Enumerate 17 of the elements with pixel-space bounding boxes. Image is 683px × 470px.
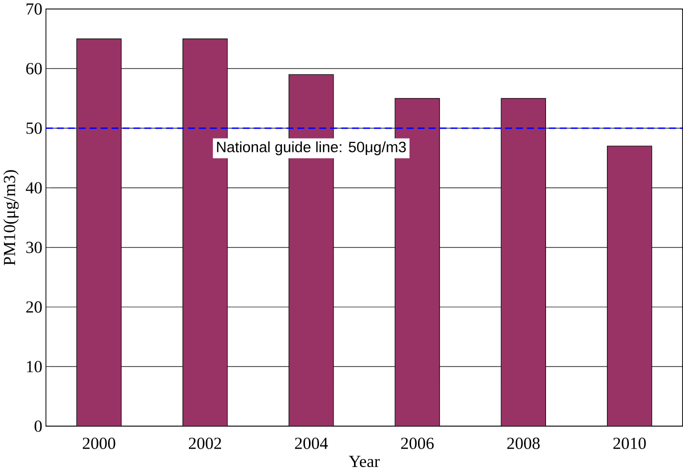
x-tick-label: 2008: [507, 437, 540, 449]
y-tick-label: 0: [34, 420, 42, 432]
ref-line-label: National guide line: 50μg/m3: [217, 141, 406, 156]
y-tick-label: 70: [26, 3, 42, 15]
y-tick-label: 60: [26, 62, 42, 74]
y-tick-label: 10: [26, 360, 42, 372]
x-tick-label: 2004: [295, 437, 328, 449]
y-tick-label: 30: [26, 241, 42, 253]
x-axis-title: Year: [348, 456, 380, 467]
y-tick-label: 20: [26, 301, 42, 312]
x-tick-label: 2006: [401, 437, 434, 449]
y-tick-label: 50: [26, 122, 42, 134]
y-axis-title: PM10(μg/m3): [3, 170, 19, 266]
x-tick-label: 2002: [188, 437, 222, 449]
x-tick-label: 2010: [613, 437, 646, 449]
y-tick-label: 40: [26, 182, 42, 194]
x-tick-label: 2000: [82, 437, 116, 449]
